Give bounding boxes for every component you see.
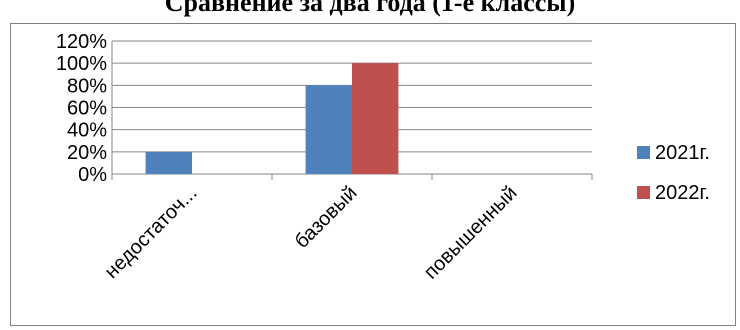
y-tick-label: 20% <box>67 142 107 164</box>
y-tick-label: 80% <box>67 75 107 97</box>
legend-label: 2021г. <box>655 142 710 164</box>
legend-label: 2022г. <box>655 182 710 204</box>
y-tick-label: 40% <box>67 120 107 142</box>
legend: 2021г. 2022г. <box>637 142 710 204</box>
bars <box>145 63 399 174</box>
chart-frame <box>10 23 736 326</box>
bar <box>305 85 352 174</box>
bar <box>145 151 192 174</box>
x-tick-label: недостаточ... <box>101 182 202 283</box>
y-tick-label: 0% <box>78 164 107 186</box>
legend-swatch <box>637 146 650 159</box>
x-axis: недостаточ... базовый повышенный <box>101 174 593 284</box>
y-tick-label: 60% <box>67 98 107 120</box>
bar <box>352 63 399 174</box>
y-tick-label: 100% <box>56 53 107 75</box>
legend-swatch <box>637 186 650 199</box>
x-tick-label: базовый <box>291 182 362 253</box>
y-axis: 0%20%40%60%80%100%120% <box>56 31 113 186</box>
x-tick-label: повышенный <box>420 182 522 284</box>
chart-title: Сравнение за два года (1-е классы) <box>164 0 576 17</box>
y-tick-label: 120% <box>56 31 107 53</box>
